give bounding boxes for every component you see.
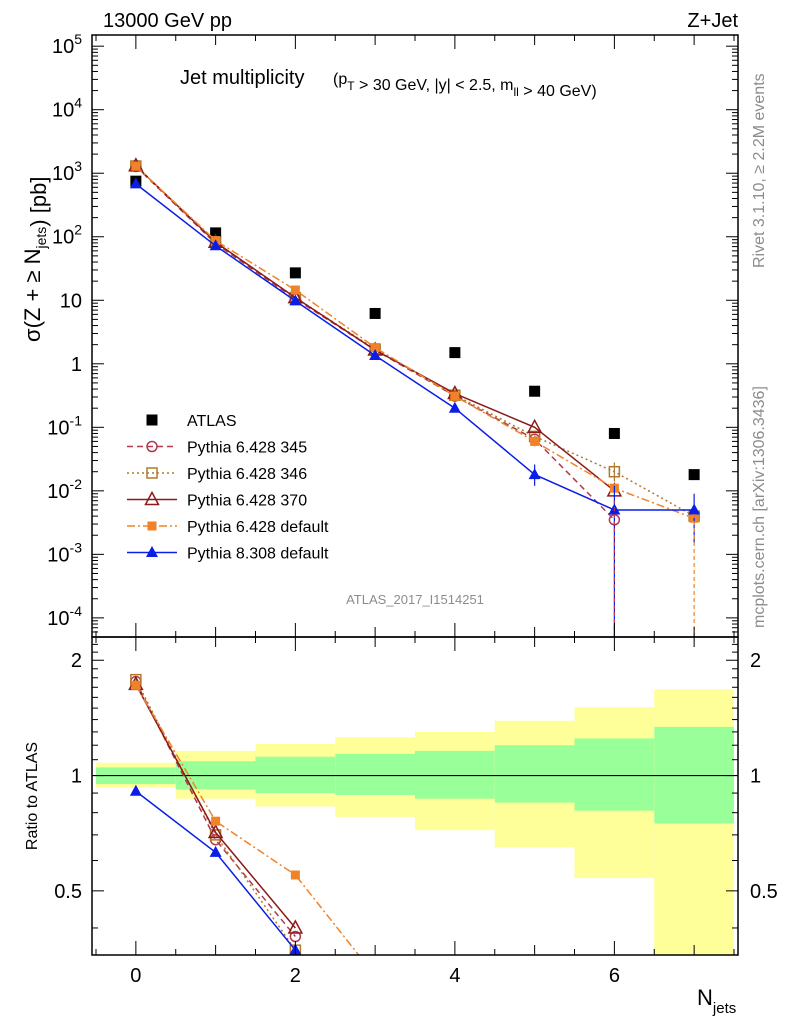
legend-entry: ATLAS [146,413,237,430]
data-point [210,227,222,239]
green-band-bin [335,753,415,795]
data-point [608,427,620,439]
data-point [289,267,301,279]
data-point [369,349,382,361]
y-tick-label: 102 [52,222,82,249]
legend-label: Pythia 6.428 default [187,519,329,536]
data-point [448,401,461,413]
legend-marker [146,414,158,426]
legend-marker [147,521,157,531]
y-tick-label: 1 [71,354,82,376]
axes: 10-4 10-3 10-2 10-1 1 10 102 103 104 105 0.5 0.5 1 1 2… [47,31,778,987]
ratio-y-tick-label: 0.5 [54,881,82,903]
ratio-line-3 [135,684,360,955]
ratio-y-tick-label-right: 0.5 [750,881,778,903]
data-point [290,285,300,295]
series-line-2 [135,165,695,517]
x-tick-label: 2 [290,965,301,987]
ratio-line-1 [135,679,296,951]
x-axis-label: Njets [697,985,736,1017]
ratio-y-tick-label-right: 2 [750,650,761,672]
ratio-line-4 [135,790,296,951]
ratio-point [129,784,142,796]
data-point [450,391,460,401]
uncertainty-bands [92,689,738,955]
title-cuts-text: (pT > 30 GeV, |y| < 2.5, mll > 40 GeV) [333,71,597,100]
title-cuts: (pT > 30 GeV, |y| < 2.5, mll > 40 GeV) [333,71,597,100]
data-point [369,307,381,319]
ratio-y-axis-label: Ratio to ATLAS [24,742,41,850]
x-tick-label: 6 [609,965,620,987]
legend-label: Pythia 6.428 370 [187,493,307,510]
ratio-point [209,845,222,857]
legend-marker [146,546,158,557]
x-axis-label-text: Njets [697,985,736,1017]
data-point [529,385,541,397]
main-y-axis-label: σ(Z + ≥ Njets) [pb] [20,177,51,342]
green-band-bin [255,756,336,794]
x-tick-label: 4 [449,965,460,987]
y-tick-label: 103 [52,158,82,185]
ratio-line-0 [135,681,296,937]
main-series [128,157,701,637]
process-label: Z+Jet [687,10,738,32]
series-line-4 [135,165,695,519]
legend-marker [146,467,158,479]
data-point [131,161,141,171]
green-band-bin [494,745,575,803]
series-line-5 [135,183,695,511]
rivet-version-label: Rivet 3.1.10, ≥ 2.2M events [751,73,768,268]
y-tick-label: 10 [60,290,82,312]
main-y-axis-label-text: σ(Z + ≥ Njets) [pb] [20,177,51,342]
data-point [289,294,302,306]
y-tick-label: 10-4 [47,603,82,630]
legend-entry: Pythia 8.308 default [127,546,329,563]
y-tick-label: 104 [52,95,82,122]
analysis-watermark: ATLAS_2017_I1514251 [346,592,484,607]
legend-entry: Pythia 6.428 346 [127,466,307,483]
y-tick-label: 105 [52,31,82,58]
source-label: mcplots.cern.ch [arXiv:1306.3436] [751,386,768,628]
data-point [688,469,700,481]
ratio-y-tick-label: 1 [71,766,82,788]
ratio-point [207,823,224,839]
ratio-y-tick-label: 2 [71,650,82,672]
legend-label: ATLAS [187,413,237,430]
ratio-point [211,816,221,826]
green-band-bin [415,750,495,799]
y-tick-label: 10-1 [47,412,82,439]
legend-entry: Pythia 6.428 345 [127,440,307,457]
legend: ATLAS Pythia 6.428 345 Pythia 6.428 346 Pyt… [127,413,329,563]
legend-label: Pythia 6.428 345 [187,440,307,457]
ratio-point [371,971,380,980]
energy-label: 13000 GeV pp [103,10,232,32]
data-point [370,343,380,353]
data-point [129,177,142,189]
y-tick-label: 10-2 [47,476,82,503]
ratio-y-tick-label-right: 1 [750,766,761,788]
legend-entry: Pythia 6.428 default [127,519,329,536]
legend-entry: Pythia 6.428 370 [127,490,307,510]
ratio-point [290,870,300,880]
ratio-series [128,673,380,980]
green-band-bin [574,738,655,811]
ratio-line-2 [135,684,296,929]
x-tick-label: 0 [130,965,141,987]
ratio-point [131,680,141,690]
legend-label: Pythia 6.428 346 [187,466,307,483]
legend-marker [144,490,160,506]
legend-label: Pythia 8.308 default [187,546,329,563]
data-point [449,347,461,359]
y-tick-label: 10-3 [47,539,82,566]
data-point [526,418,543,434]
data-point [209,239,222,251]
legend-marker [146,440,158,453]
chart-title: Jet multiplicity [180,67,304,89]
ratio-point [287,919,304,934]
